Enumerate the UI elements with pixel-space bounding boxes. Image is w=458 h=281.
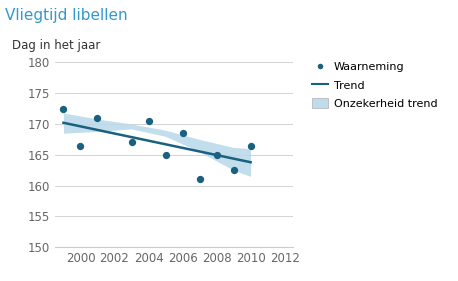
Text: Vliegtijd libellen: Vliegtijd libellen [5,8,127,23]
Point [145,119,152,123]
Point [128,140,135,145]
Point [179,131,186,135]
Point [77,143,84,148]
Point [60,106,67,111]
Point [162,153,169,157]
Point [230,168,237,173]
Point [196,177,203,182]
Point [94,115,101,120]
Point [247,143,254,148]
Point [213,153,220,157]
Text: Dag in het jaar: Dag in het jaar [12,39,100,52]
Legend: Waarneming, Trend, Onzekerheid trend: Waarneming, Trend, Onzekerheid trend [308,58,441,112]
